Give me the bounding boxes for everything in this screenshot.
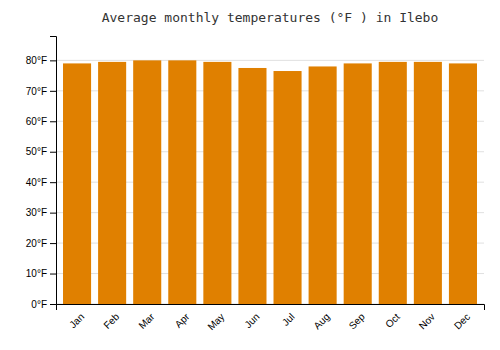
tick: Sep: [347, 311, 368, 332]
tick: Jul: [280, 311, 297, 328]
tick-label: Feb: [101, 311, 121, 331]
tick: 40°F: [26, 177, 56, 188]
tick-label: May: [205, 311, 226, 332]
title: Average monthly temperatures (°F ) in Il…: [102, 10, 439, 25]
grid-line: [56, 60, 484, 61]
tick-mark: [50, 121, 56, 122]
tick: 70°F: [26, 86, 56, 97]
bar: [274, 71, 302, 304]
x-axis: Jan Feb Mar Apr May Jun Jul Aug Sep Oct Nov Dec: [57, 305, 485, 333]
tick-label: Jun: [242, 311, 261, 330]
tick: May: [205, 311, 226, 332]
tick-label: Sep: [347, 311, 368, 332]
tick: 50°F: [26, 146, 56, 157]
tick: Nov: [417, 311, 437, 331]
tick: 10°F: [26, 268, 56, 279]
tick: Oct: [383, 311, 402, 330]
tick-label: Aug: [311, 311, 331, 331]
tick-label: Apr: [173, 311, 192, 330]
tick: Dec: [452, 311, 472, 331]
tick-mark: [50, 60, 56, 61]
tick: Apr: [173, 311, 192, 330]
tick: 20°F: [26, 238, 56, 249]
bar: [414, 62, 442, 304]
tick-mark: [50, 91, 56, 92]
tick: Aug: [311, 311, 331, 331]
tick-mark: [50, 213, 56, 214]
tick: 0°F: [31, 299, 56, 310]
plot-area: 0°F 10°F 20°F 30°F 40°F 50°F 60°F 70°F 80°F Jan Fe…: [26, 37, 485, 333]
grid: [56, 60, 484, 304]
tick-label: 0°F: [31, 299, 47, 310]
bar: [344, 63, 372, 304]
bar: [379, 62, 407, 304]
y-axis: 0°F 10°F 20°F 30°F 40°F 50°F 60°F 70°F 80°F: [26, 37, 57, 310]
axis-line: [50, 37, 57, 305]
tick: Jan: [67, 311, 86, 330]
bar: [168, 60, 196, 304]
tick-label: Dec: [452, 311, 472, 331]
tick-label: 20°F: [26, 238, 47, 249]
tick-label: Oct: [383, 311, 402, 330]
tick-label: 50°F: [26, 146, 47, 157]
bar: [98, 62, 126, 304]
bar: [133, 60, 161, 304]
tick-mark: [50, 243, 56, 244]
tick: Jun: [242, 311, 261, 330]
tick: Mar: [136, 311, 156, 331]
tick-label: 40°F: [26, 177, 47, 188]
chart: 0°F 10°F 20°F 30°F 40°F 50°F 60°F 70°F 80°F Jan Fe…: [0, 0, 500, 350]
tick-label: Mar: [136, 311, 156, 331]
tick: 60°F: [26, 116, 56, 127]
bars: [63, 60, 477, 304]
tick-label: Jan: [67, 311, 86, 330]
tick-mark: [50, 182, 56, 183]
tick-label: Jul: [280, 311, 297, 328]
tick-label: 60°F: [26, 116, 47, 127]
bar: [203, 62, 231, 304]
tick-label: 80°F: [26, 55, 47, 66]
bar: [63, 63, 91, 304]
tick: Feb: [101, 311, 121, 331]
tick: 30°F: [26, 207, 56, 218]
tick-mark: [50, 274, 56, 275]
axis-line: [57, 305, 485, 311]
tick-label: 30°F: [26, 207, 47, 218]
tick: 80°F: [26, 55, 56, 66]
tick-label: 70°F: [26, 86, 47, 97]
bar: [309, 66, 337, 304]
tick-label: Nov: [417, 311, 437, 331]
tick-mark: [50, 304, 56, 305]
bar: [449, 63, 477, 304]
tick-mark: [50, 152, 56, 153]
bar: [238, 68, 266, 304]
tick-label: 10°F: [26, 268, 47, 279]
